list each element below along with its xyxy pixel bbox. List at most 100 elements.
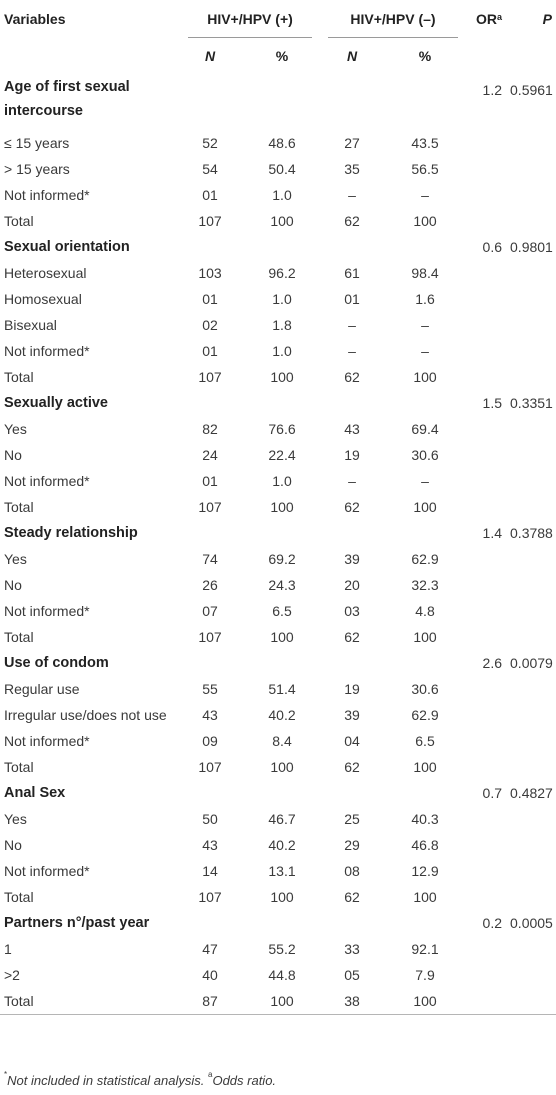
empty-cell — [510, 858, 556, 884]
n-positive: 107 — [198, 499, 222, 515]
pct-positive: 13.1 — [268, 863, 296, 879]
p-value: 0.9801 — [510, 239, 553, 255]
empty-cell — [510, 338, 556, 364]
table-row: > 15 years 54 50.4 35 56.5 — [0, 156, 556, 182]
n-negative: 20 — [344, 577, 360, 593]
n-positive: 02 — [202, 317, 218, 333]
pct-positive: 48.6 — [268, 135, 296, 151]
odds-ratio-value: 1.4 — [482, 525, 503, 541]
n-negative: 62 — [344, 889, 360, 905]
n-positive: 107 — [198, 759, 222, 775]
n-negative: 08 — [344, 863, 360, 879]
empty-cell — [244, 780, 320, 806]
p-header: P — [542, 11, 553, 27]
table-row: Total 107 100 62 100 — [0, 364, 556, 390]
row-label: Total — [4, 369, 34, 385]
table-row: Heterosexual 103 96.2 61 98.4 — [0, 260, 556, 286]
pct-negative: 12.9 — [411, 863, 439, 879]
empty-cell — [510, 806, 556, 832]
table-row: Not informed* 01 1.0 – – — [0, 338, 556, 364]
n-positive: 43 — [202, 837, 218, 853]
empty-cell — [466, 182, 510, 208]
row-label: Homosexual — [4, 291, 82, 307]
section-header-row: Steady relationship 1.4 0.3788 — [0, 520, 556, 546]
or-label: OR — [476, 11, 497, 27]
pct-positive: 24.3 — [268, 577, 296, 593]
pct-negative: 40.3 — [411, 811, 439, 827]
footnote-a-sup: a — [208, 1070, 213, 1079]
pct-positive: 1.0 — [272, 291, 292, 307]
table-row: Not informed* 07 6.5 03 4.8 — [0, 598, 556, 624]
empty-cell — [176, 390, 244, 416]
empty-cell — [510, 494, 556, 520]
row-label: Total — [0, 988, 176, 1015]
empty-cell — [320, 234, 384, 260]
empty-cell — [466, 208, 510, 234]
empty-cell — [466, 364, 510, 390]
pct-positive: 51.4 — [268, 681, 296, 697]
pct-negative: 100 — [384, 988, 467, 1015]
n-negative: 19 — [344, 681, 360, 697]
empty-cell — [384, 910, 466, 936]
empty-cell — [320, 650, 384, 676]
empty-cell — [510, 468, 556, 494]
n-positive: 01 — [202, 291, 218, 307]
empty-cell — [510, 208, 556, 234]
pct-header-pos: % — [275, 48, 289, 64]
section-header-row: Partners n°/past year 0.2 0.0005 — [0, 910, 556, 936]
variables-header: Variables — [4, 11, 66, 27]
footnote-text-2: Odds ratio. — [212, 1073, 277, 1088]
empty-cell — [510, 182, 556, 208]
p-value: 0.4827 — [510, 785, 553, 801]
pct-negative: 100 — [413, 629, 437, 645]
empty-cell — [466, 442, 510, 468]
n-negative: 62 — [344, 213, 360, 229]
empty-cell — [466, 130, 510, 156]
empty-cell — [510, 936, 556, 962]
empty-cell — [466, 936, 510, 962]
row-label: Yes — [4, 421, 27, 437]
n-negative: 35 — [344, 161, 360, 177]
pct-positive: 1.8 — [272, 317, 292, 333]
empty-cell — [510, 442, 556, 468]
odds-ratio-value: 0.6 — [482, 239, 503, 255]
empty-cell — [320, 520, 384, 546]
empty-cell — [244, 520, 320, 546]
empty-cell — [510, 988, 556, 1015]
p-subheader-blank — [510, 38, 556, 75]
n-positive: 82 — [202, 421, 218, 437]
table-row: Not informed* 09 8.4 04 6.5 — [0, 728, 556, 754]
footnote: *Not included in statistical analysis. a… — [4, 1070, 277, 1088]
section-header-row: Use of condom 2.6 0.0079 — [0, 650, 556, 676]
pct-negative: – — [421, 473, 429, 489]
row-label: No — [4, 447, 22, 463]
pct-header-neg: % — [418, 48, 432, 64]
empty-cell — [510, 572, 556, 598]
table-row: Homosexual 01 1.0 01 1.6 — [0, 286, 556, 312]
n-positive: 01 — [202, 187, 218, 203]
subheader-blank — [0, 38, 176, 75]
pct-negative: 56.5 — [411, 161, 439, 177]
n-negative: – — [348, 317, 356, 333]
empty-cell — [466, 884, 510, 910]
empty-cell — [466, 832, 510, 858]
n-negative: 62 — [344, 369, 360, 385]
header-row: Variables HIV+/HPV (+) HIV+/HPV (–) ORa … — [0, 0, 556, 38]
table-row: Total 107 100 62 100 — [0, 624, 556, 650]
table-row: Total 87 100 38 100 — [0, 988, 556, 1015]
pct-positive: 100 — [270, 369, 294, 385]
row-label: Regular use — [4, 681, 80, 697]
table-row: Total 107 100 62 100 — [0, 754, 556, 780]
section-title: Steady relationship — [4, 525, 138, 541]
pct-negative: 6.5 — [415, 733, 435, 749]
empty-cell — [466, 572, 510, 598]
pct-positive: 69.2 — [268, 551, 296, 567]
pct-positive: 100 — [270, 889, 294, 905]
section-title: Age of first sexual intercourse — [4, 79, 130, 119]
n-positive: 103 — [198, 265, 222, 281]
table-body: Age of first sexual intercourse 1.2 0.5961… — [0, 75, 556, 1015]
n-negative: 39 — [344, 707, 360, 723]
row-label: >2 — [4, 967, 20, 983]
n-negative: 19 — [344, 447, 360, 463]
n-negative: 29 — [344, 837, 360, 853]
